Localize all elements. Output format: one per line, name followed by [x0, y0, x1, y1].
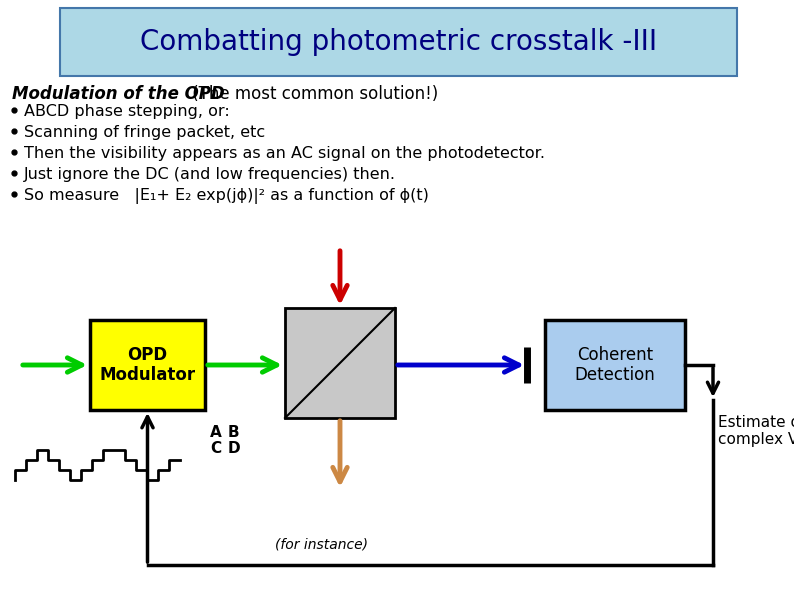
Bar [90, 320, 205, 410]
Text: ABCD phase stepping, or:: ABCD phase stepping, or: [24, 104, 229, 119]
Text: (for instance): (for instance) [275, 538, 368, 552]
Text: A: A [210, 425, 222, 440]
Text: Estimate of
complex V: Estimate of complex V [718, 415, 794, 447]
Text: Coherent
Detection: Coherent Detection [575, 346, 655, 384]
Text: Then the visibility appears as an AC signal on the photodetector.: Then the visibility appears as an AC sig… [24, 146, 545, 161]
Text: Modulation of the OPD: Modulation of the OPD [12, 85, 225, 103]
Text: Combatting photometric crosstalk -III: Combatting photometric crosstalk -III [140, 28, 657, 56]
Text: D: D [228, 441, 241, 456]
Text: OPD
Modulator: OPD Modulator [99, 346, 195, 384]
Bar [60, 8, 737, 76]
Text: C: C [210, 441, 221, 456]
Bar [545, 320, 685, 410]
Text: B: B [228, 425, 240, 440]
Text: So measure   |E₁+ E₂ exp(jϕ)|² as a function of ϕ(t): So measure |E₁+ E₂ exp(jϕ)|² as a functi… [24, 188, 429, 204]
Text: (The most common solution!): (The most common solution!) [187, 85, 438, 103]
Bar [285, 308, 395, 418]
Text: Just ignore the DC (and low frequencies) then.: Just ignore the DC (and low frequencies)… [24, 167, 396, 182]
Text: Scanning of fringe packet, etc: Scanning of fringe packet, etc [24, 125, 265, 140]
